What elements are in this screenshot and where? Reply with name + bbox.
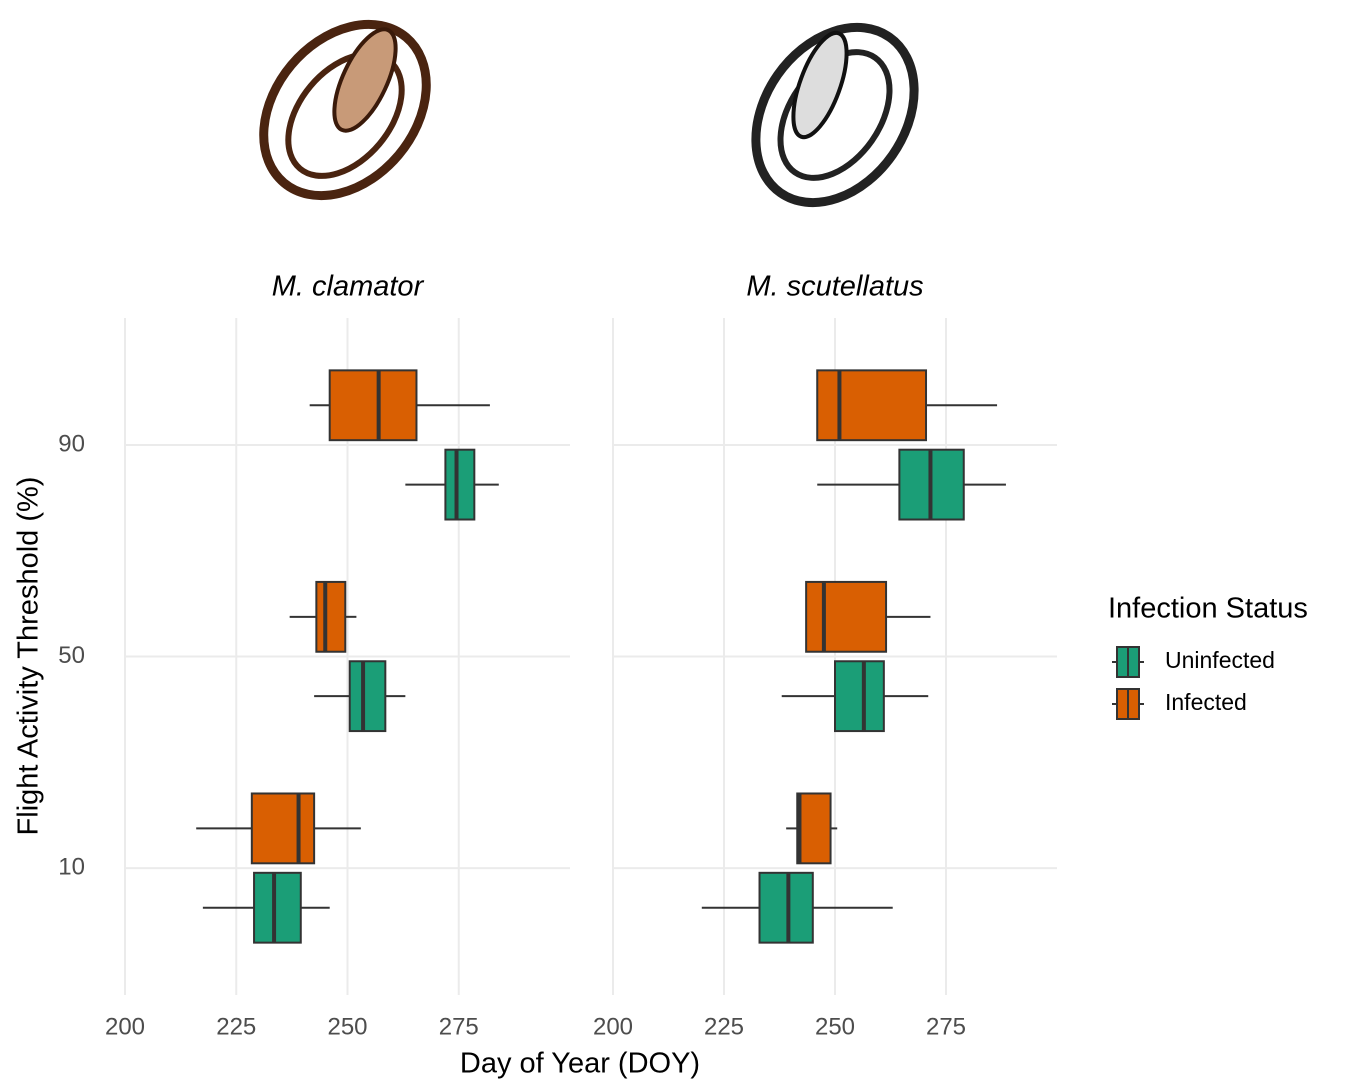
legend-label: Infected [1165, 689, 1247, 715]
x-tick-label: 200 [593, 1013, 633, 1040]
box [796, 792, 832, 865]
box [444, 448, 476, 521]
x-tick-label: 200 [105, 1013, 145, 1040]
box [250, 792, 316, 865]
y-tick-label: 10 [58, 853, 85, 880]
box [348, 660, 387, 733]
x-tick-label: 225 [216, 1013, 256, 1040]
y-tick-label: 90 [58, 430, 85, 457]
facet-title: M. scutellatus [746, 271, 923, 303]
box [816, 369, 928, 442]
x-tick-label: 275 [926, 1013, 966, 1040]
y-tick-label: 50 [58, 642, 85, 669]
legend-label: Uninfected [1165, 647, 1275, 673]
x-tick-label: 250 [815, 1013, 855, 1040]
x-tick-label: 275 [439, 1013, 479, 1040]
box [805, 580, 888, 653]
beetle-icon [259, 19, 431, 201]
x-axis-title: Day of Year (DOY) [460, 1048, 700, 1080]
box [758, 871, 814, 944]
x-tick-label: 250 [327, 1013, 367, 1040]
box [834, 660, 885, 733]
x-tick-label: 225 [704, 1013, 744, 1040]
box [315, 580, 347, 653]
box [253, 871, 302, 944]
legend-title: Infection Status [1108, 593, 1308, 625]
facet-title: M. clamator [272, 271, 425, 303]
box [328, 369, 418, 442]
y-axis-title: Flight Activity Threshold (%) [13, 477, 45, 836]
beetle-icon [751, 22, 919, 208]
